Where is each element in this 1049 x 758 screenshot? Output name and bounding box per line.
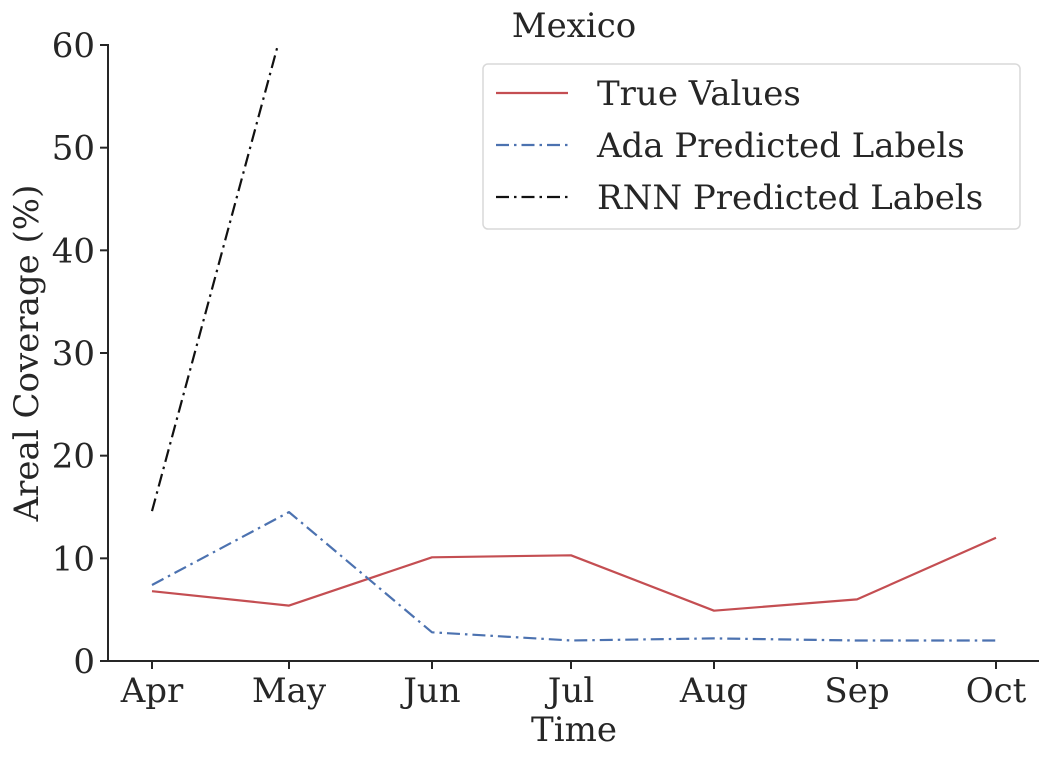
x-tick-label: May <box>252 671 327 711</box>
x-tick-label: Sep <box>824 671 889 711</box>
y-tick-label: 40 <box>52 231 95 271</box>
y-tick-label: 10 <box>52 539 95 579</box>
chart-title: Mexico <box>512 6 637 46</box>
x-tick-label: Aug <box>679 671 748 711</box>
y-tick-label: 20 <box>52 437 95 477</box>
y-tick-label: 60 <box>52 26 95 66</box>
x-tick-label: Jun <box>400 671 460 711</box>
series-line-3 <box>150 45 280 512</box>
x-tick-label: Jul <box>545 671 594 711</box>
y-ticks: 0 10 20 30 40 50 60 <box>52 26 108 682</box>
legend-label: True Values <box>597 74 801 114</box>
legend-label: RNN Predicted Labels <box>597 178 983 218</box>
series-layer <box>150 45 997 642</box>
x-axis-label: Time <box>531 710 617 750</box>
legend-label: Ada Predicted Labels <box>596 126 965 166</box>
series-line-2 <box>151 510 996 642</box>
x-ticks: Apr May Jun Jul Aug Sep Oct <box>120 661 1027 711</box>
y-tick-label: 50 <box>52 129 95 169</box>
legend-items: True Values Ada Predicted Labels RNN Predi… <box>496 74 983 218</box>
y-tick-label: 0 <box>73 642 95 682</box>
series-line-1 <box>151 536 997 612</box>
x-tick-label: Oct <box>966 671 1027 711</box>
legend-box <box>482 63 1021 230</box>
y-axis-label: Areal Coverage (%) <box>7 185 47 523</box>
legend: True Values Ada Predicted Labels RNN Predi… <box>482 63 1021 230</box>
x-tick-label: Apr <box>120 671 184 711</box>
y-tick-label: 30 <box>52 334 95 374</box>
